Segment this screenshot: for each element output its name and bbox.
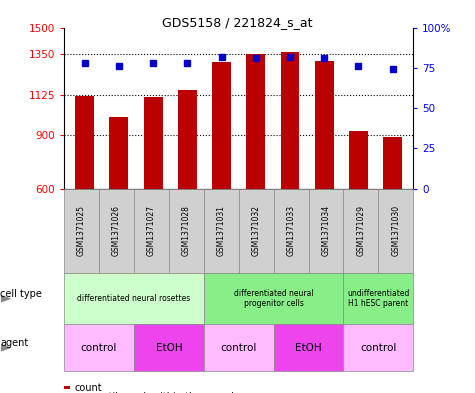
Bar [349,131,368,189]
Text: GSM1371025: GSM1371025 [77,206,86,256]
Text: GSM1371031: GSM1371031 [217,206,226,256]
Bar [383,137,402,189]
Text: control: control [360,343,397,353]
Bar [178,90,197,189]
Text: GDS5158 / 221824_s_at: GDS5158 / 221824_s_at [162,16,313,29]
Bar [144,97,162,189]
Bar [75,95,94,189]
Bar [212,62,231,189]
Text: undifferentiated
H1 hESC parent: undifferentiated H1 hESC parent [347,289,409,309]
Text: count: count [75,383,102,393]
Bar [247,54,265,189]
Text: control: control [220,343,257,353]
Text: GSM1371034: GSM1371034 [322,205,331,257]
Text: EtOH: EtOH [155,343,182,353]
Text: GSM1371028: GSM1371028 [182,206,191,256]
Text: EtOH: EtOH [295,343,322,353]
Bar [281,51,299,189]
Text: GSM1371032: GSM1371032 [252,206,261,256]
Text: GSM1371029: GSM1371029 [356,206,365,256]
Text: differentiated neural rosettes: differentiated neural rosettes [77,294,190,303]
Text: GSM1371030: GSM1371030 [391,205,400,257]
Text: control: control [81,343,117,353]
Text: differentiated neural
progenitor cells: differentiated neural progenitor cells [234,289,314,309]
Text: cell type: cell type [0,289,42,299]
Bar [109,117,128,189]
Text: GSM1371026: GSM1371026 [112,206,121,256]
Text: agent: agent [0,338,28,348]
Text: GSM1371033: GSM1371033 [286,205,295,257]
Bar [315,61,333,189]
Text: GSM1371027: GSM1371027 [147,206,156,256]
